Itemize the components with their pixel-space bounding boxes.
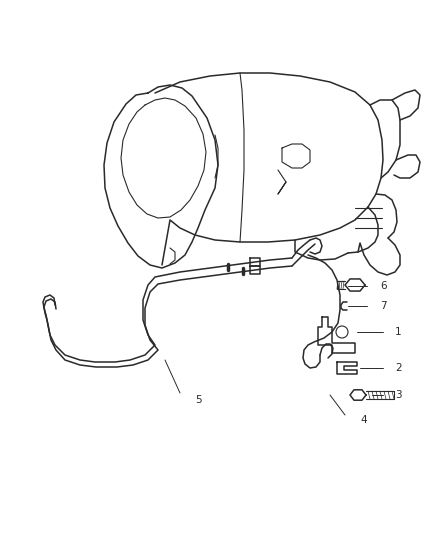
Text: 4: 4 — [360, 415, 367, 425]
Text: 2: 2 — [395, 363, 402, 373]
Text: 3: 3 — [395, 390, 402, 400]
Text: 1: 1 — [395, 327, 402, 337]
Text: 6: 6 — [380, 281, 387, 291]
Text: 5: 5 — [195, 395, 201, 405]
Text: 7: 7 — [380, 301, 387, 311]
